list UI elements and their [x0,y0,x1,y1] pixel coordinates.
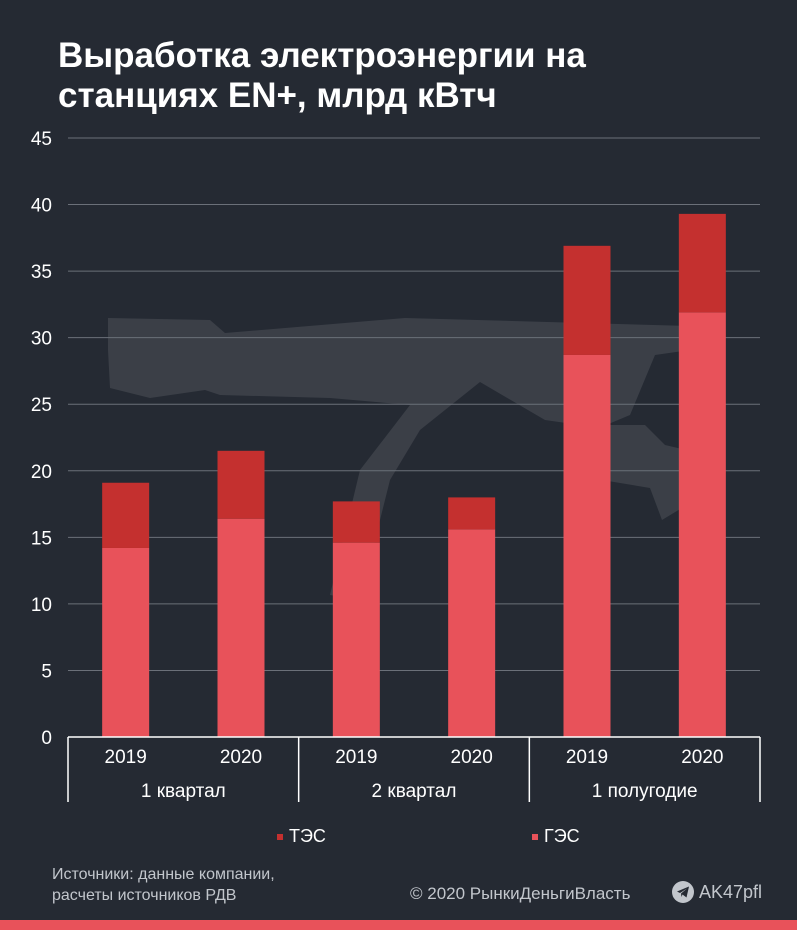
legend-label-ges: ГЭС [544,826,580,846]
x-tick-label: 2020 [220,747,262,768]
group-label: 1 полугодие [592,781,698,802]
group-label: 2 квартал [372,781,457,802]
x-tick-label: 2019 [335,747,377,768]
legend-item-ges: ГЭС [532,826,580,847]
x-axis: 2019 2020 2019 2020 2019 2020 1 квартал 2 кварт… [67,736,761,802]
copyright-text: © 2020 РынкиДеньгиВласть [410,884,631,903]
y-axis-tick-labels: 0 5 10 15 20 25 30 35 40 45 [31,129,52,749]
chart-grid [68,137,760,671]
bar-ges [448,529,496,737]
y-tick-label: 15 [31,528,52,549]
x-tick-label: 2019 [566,747,608,768]
channel-link[interactable]: AK47pfl [672,881,762,903]
x-tick-label: 2020 [681,747,723,768]
bar-ges [102,547,150,737]
telegram-icon [672,881,694,903]
source-line-2: расчеты источников РДВ [52,887,237,904]
source-line-1: Источники: данные компании, [52,866,275,883]
bar-ges [563,354,611,737]
y-tick-label: 30 [31,329,52,350]
bar-tes [332,501,380,543]
legend-label-tes: ТЭС [289,826,326,846]
bar-ges [217,518,265,737]
source-note: Источники: данные компании, расчеты исто… [52,864,275,906]
bottom-accent-stripe [0,920,797,930]
y-tick-label: 10 [31,595,52,616]
y-tick-label: 0 [41,728,52,749]
bar-tes [678,213,726,313]
legend-swatch-ges [532,833,538,840]
channel-name: AK47pfl [699,881,763,902]
bar-tes [217,450,265,519]
x-tick-label: 2020 [451,747,493,768]
bar-ges [678,312,726,737]
y-tick-label: 40 [31,196,52,217]
y-tick-label: 25 [31,395,52,416]
bar-tes [448,497,496,530]
chart-title-line-1: Выработка электроэнергии на [58,36,586,75]
legend-item-tes: ТЭС [277,826,326,847]
bar-tes [102,482,150,548]
y-tick-label: 5 [41,661,52,682]
chart-title: Выработка электроэнергии на станциях EN+… [58,36,758,116]
group-label: 1 квартал [141,781,226,802]
y-tick-label: 45 [31,129,52,150]
bar-tes [563,245,611,355]
rifle-watermark-icon [108,318,695,600]
chart-title-line-2: станциях EN+, млрд кВтч [58,76,497,115]
y-tick-label: 35 [31,262,52,283]
y-tick-label: 20 [31,462,52,483]
chart-bars [102,213,726,737]
bar-ges [332,542,380,737]
legend-swatch-tes [277,833,283,840]
x-tick-label: 2019 [105,747,147,768]
